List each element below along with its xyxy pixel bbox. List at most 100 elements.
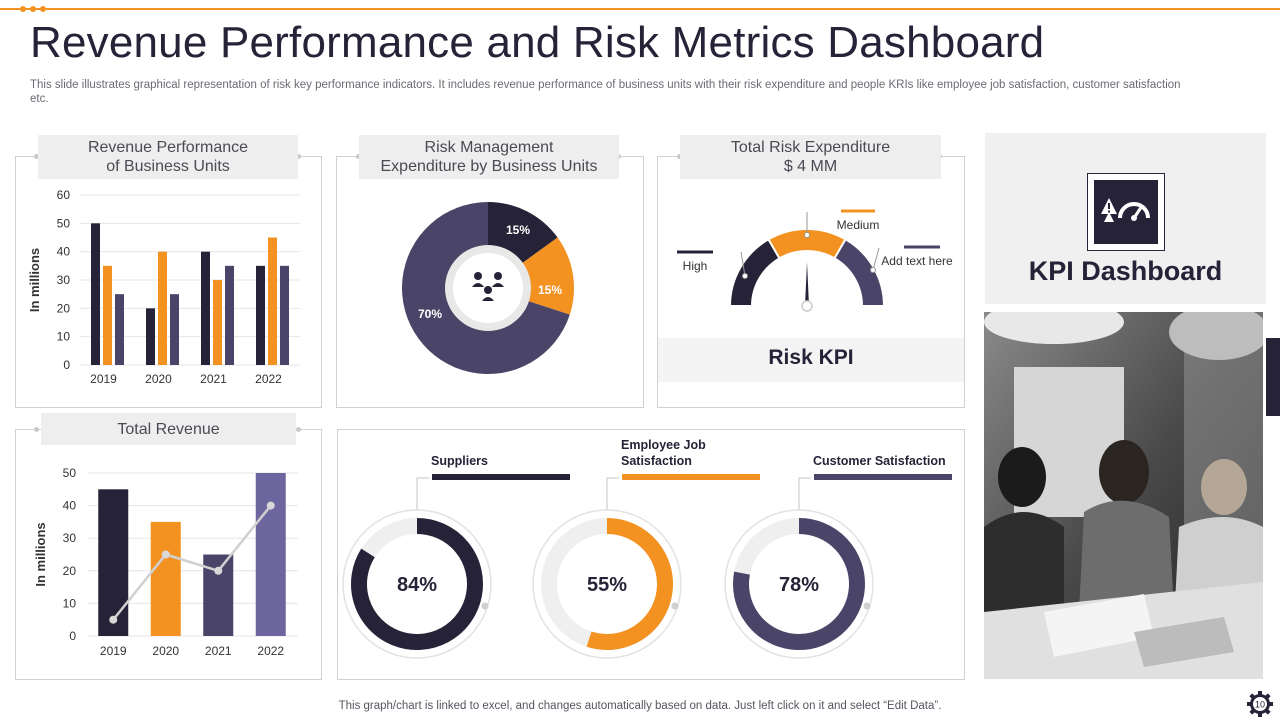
- donut-label: Employee Job: [621, 438, 706, 452]
- donut-value: 55%: [587, 574, 627, 596]
- revenue-units-chart[interactable]: 0 10 20 30 40 50 60 2019 2020 2021 2022 In millions: [15, 180, 322, 405]
- y-tick-label: 30: [63, 531, 77, 545]
- bar: [225, 265, 234, 365]
- donut-label: Satisfaction: [621, 454, 692, 468]
- x-tick-label: 2022: [257, 644, 284, 658]
- donut-connector: [416, 477, 429, 510]
- donut-value: 78%: [779, 574, 819, 596]
- donut-connector: [798, 477, 811, 510]
- risk-mgmt-header: Risk Management Expenditure by Business …: [359, 135, 619, 179]
- top-accent-line: [0, 8, 1280, 10]
- donut-label: Suppliers: [431, 454, 488, 468]
- bar: [201, 251, 210, 365]
- panel-dot: [296, 427, 301, 432]
- panel-dot: [677, 154, 682, 159]
- bar: [256, 265, 265, 365]
- callout-dot: [870, 267, 876, 273]
- y-tick-label: 0: [63, 358, 70, 372]
- y-tick-label: 10: [63, 596, 77, 610]
- trend-line: [112, 504, 272, 621]
- panel-dot: [356, 154, 361, 159]
- callout-line: [872, 247, 880, 271]
- y-tick-label: 20: [63, 564, 77, 578]
- slice-label: 15%: [506, 223, 530, 237]
- person-head: [474, 272, 482, 280]
- y-tick-label: 20: [57, 301, 71, 315]
- slice-label: 15%: [538, 283, 562, 297]
- page-number-gear-icon: 10: [1247, 691, 1273, 717]
- trend-point: [161, 550, 170, 559]
- donut-arc: [586, 518, 673, 650]
- donut-connector: [606, 477, 619, 510]
- people-kri-donuts[interactable]: 84% Suppliers 55% Employee Job Satisfaction 7…: [337, 430, 965, 678]
- person-body: [482, 297, 494, 301]
- risk-mgmt-pie-chart[interactable]: 15% 15% 70%: [336, 180, 644, 405]
- total-revenue-header: Total Revenue: [41, 413, 296, 445]
- gauge-segment: [833, 237, 886, 307]
- people-group-icon: [472, 272, 504, 301]
- team-meeting-photo: [984, 312, 1263, 679]
- gauge-segment: [728, 237, 781, 307]
- bar: [150, 521, 181, 636]
- y-tick-label: 60: [57, 188, 71, 202]
- slice-label: 70%: [418, 307, 442, 321]
- donut-value: 84%: [397, 574, 437, 596]
- bar: [146, 308, 155, 365]
- risk-kpi-label: Risk KPI: [768, 346, 854, 369]
- person-head: [494, 272, 502, 280]
- x-tick-label: 2020: [152, 644, 179, 658]
- panel-dot: [34, 427, 39, 432]
- gauge-label-add-text: Add text here: [881, 254, 953, 268]
- person-body: [472, 283, 484, 287]
- x-tick-label: 2019: [90, 372, 117, 386]
- accent-dot: [40, 6, 46, 12]
- y-axis-label: In millions: [27, 248, 42, 312]
- x-tick-label: 2020: [145, 372, 172, 386]
- y-tick-label: 10: [57, 330, 71, 344]
- footer-note: This graph/chart is linked to excel, and…: [338, 700, 942, 712]
- warning-speedometer-icon: [1094, 180, 1158, 244]
- x-tick-label: 2021: [200, 372, 227, 386]
- gauge-hub: [801, 300, 813, 312]
- x-tick-label: 2022: [255, 372, 282, 386]
- risk-gauge-chart[interactable]: High Medium Add text here: [657, 180, 965, 335]
- revenue-units-header: Revenue Performance of Business Units: [38, 135, 298, 179]
- trend-point: [109, 615, 118, 624]
- gauge-label-high: High: [683, 259, 708, 273]
- page-number: 10: [1255, 700, 1265, 710]
- gauge-label-medium: Medium: [837, 218, 880, 232]
- gauge-needle: [805, 262, 809, 306]
- total-revenue-chart[interactable]: 0 10 20 30 40 50 2019 2020 2021 2022 In millions: [15, 450, 322, 678]
- donut-arc: [351, 518, 483, 650]
- y-tick-label: 0: [69, 629, 76, 643]
- y-tick-label: 40: [63, 499, 77, 513]
- y-tick-label: 30: [57, 273, 71, 287]
- y-tick-label: 50: [63, 466, 77, 480]
- x-tick-label: 2019: [100, 644, 127, 658]
- total-risk-header: Total Risk Expenditure $ 4 MM: [680, 135, 941, 179]
- pie-slice: [488, 237, 574, 315]
- bar: [115, 294, 124, 365]
- panel-dot: [34, 154, 39, 159]
- person-body: [492, 283, 504, 287]
- y-axis-label: In millions: [33, 522, 48, 586]
- person-head: [484, 286, 492, 294]
- page-title: Revenue Performance and Risk Metrics Das…: [30, 18, 1045, 67]
- kpi-dashboard-label: KPI Dashboard: [1028, 256, 1223, 286]
- y-tick-label: 40: [57, 245, 71, 259]
- callout-dot: [742, 273, 748, 279]
- donut-arc: [733, 518, 865, 650]
- bar: [158, 251, 167, 365]
- callout-line: [740, 251, 746, 277]
- bar: [170, 294, 179, 365]
- risk-kpi-band: [658, 338, 964, 382]
- bar: [213, 280, 222, 365]
- y-tick-label: 50: [57, 216, 71, 230]
- page-subtitle: This slide illustrates graphical represe…: [30, 79, 1181, 105]
- bar: [91, 223, 100, 365]
- donut-label: Customer Satisfaction: [813, 454, 946, 468]
- trend-point: [214, 566, 223, 575]
- donut-dot: [481, 602, 489, 610]
- x-tick-label: 2021: [205, 644, 232, 658]
- trend-point: [266, 501, 275, 510]
